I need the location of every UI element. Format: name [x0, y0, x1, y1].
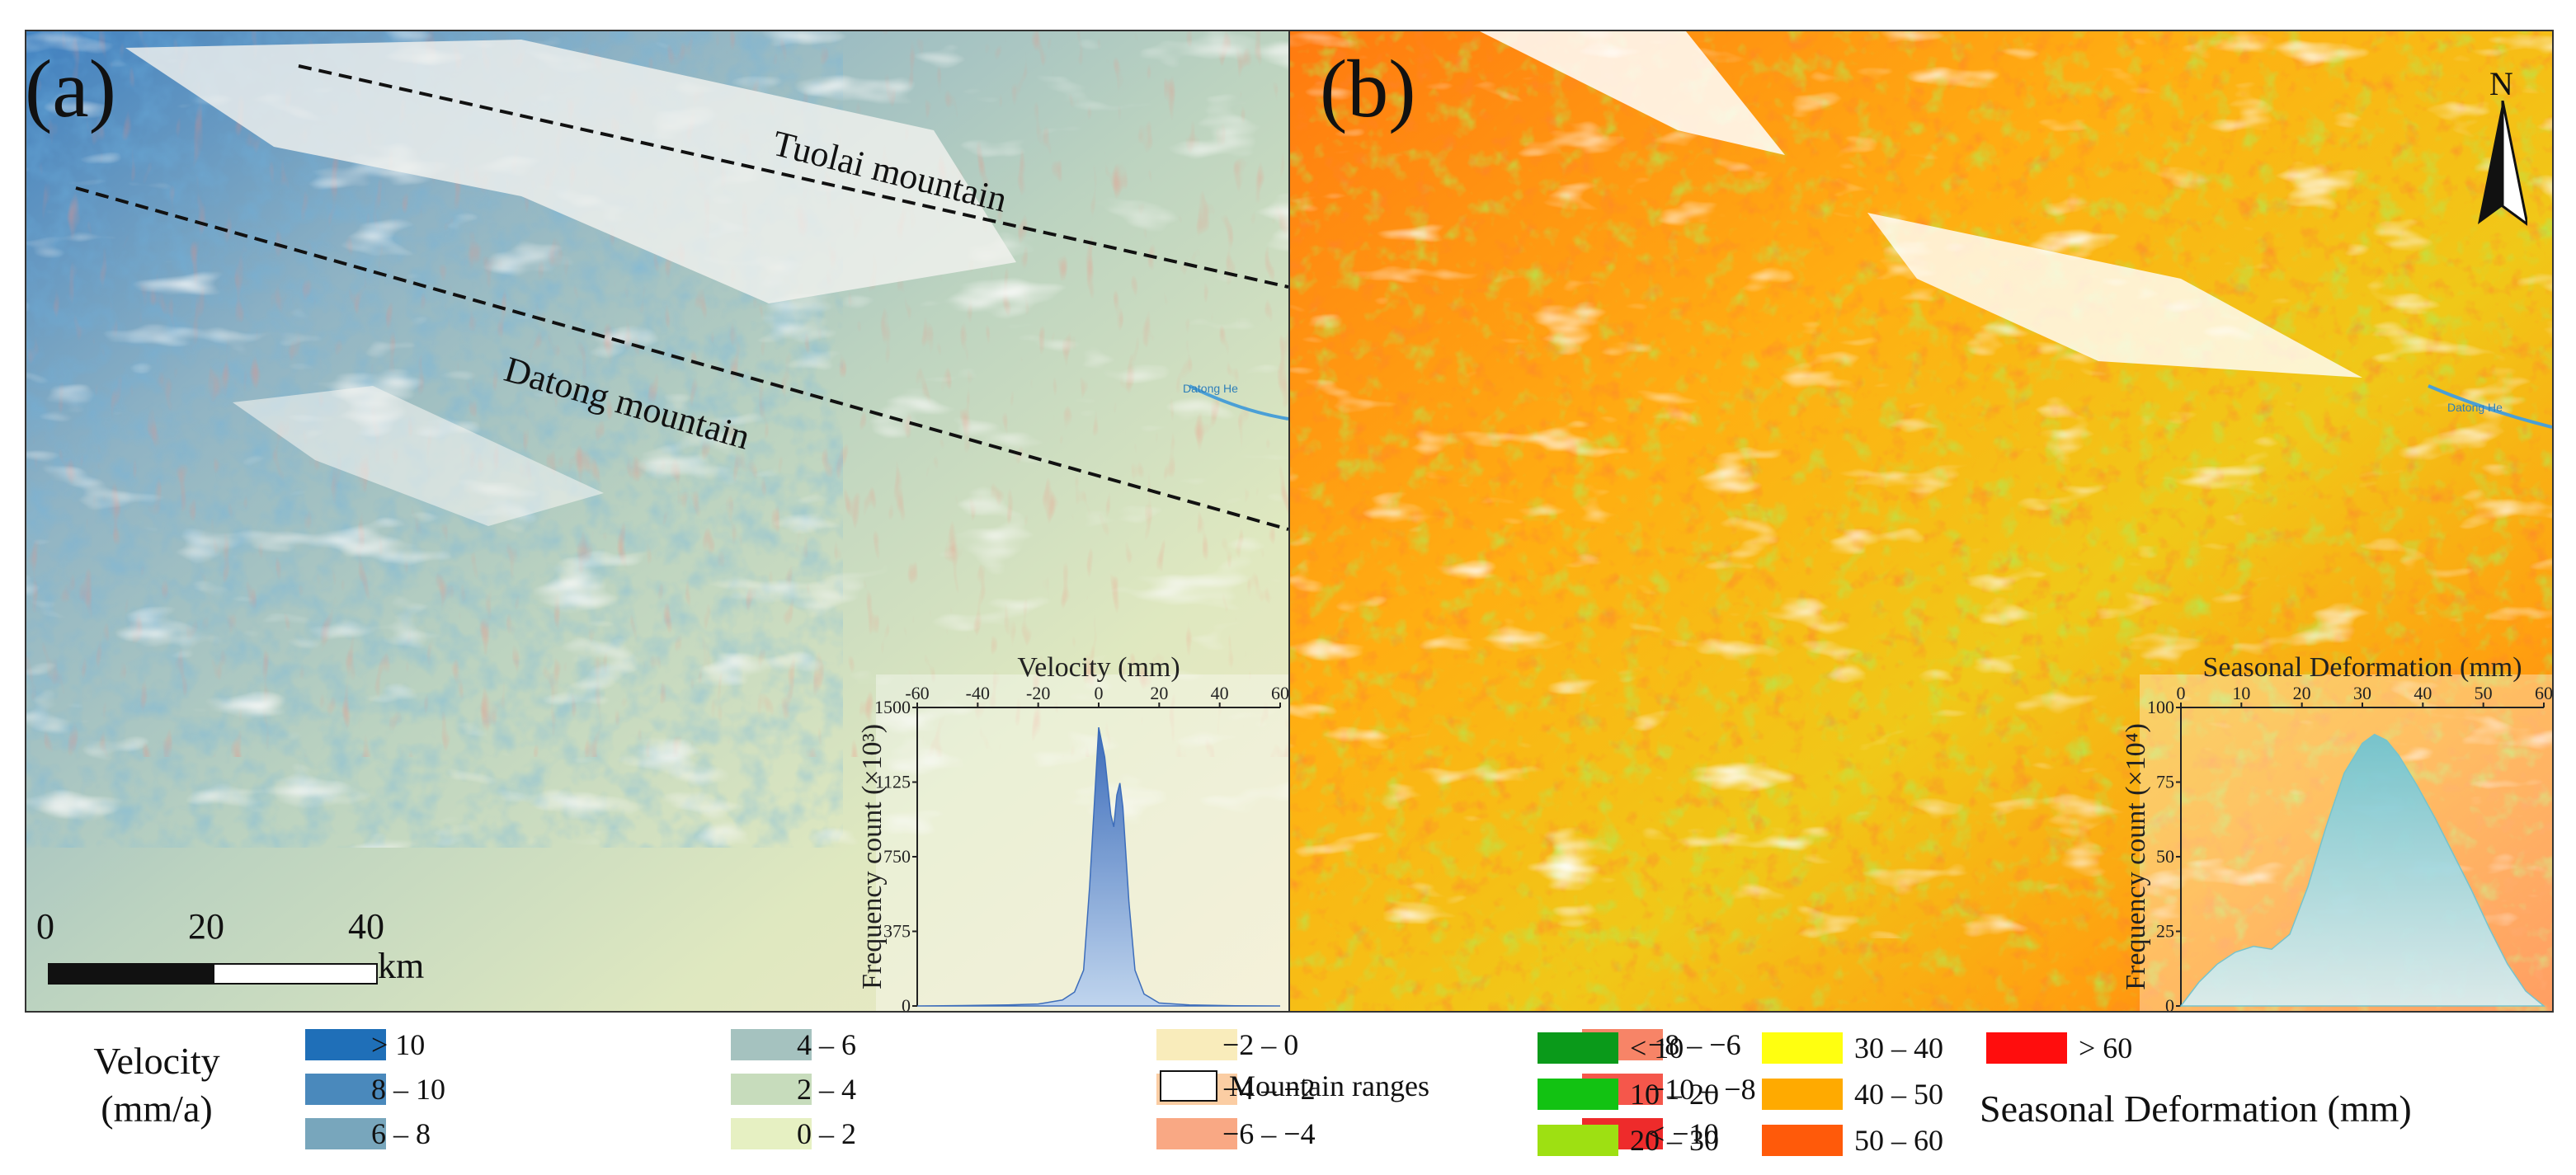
velocity-legend-label-4: 2 – 4: [797, 1073, 856, 1106]
datong-mountain-line: [75, 186, 1288, 531]
seasonal-legend-swatch-1: [1538, 1079, 1618, 1110]
velocity-legend-swatch-1: [305, 1074, 386, 1105]
seasonal-legend-label-6: > 60: [2079, 1032, 2133, 1065]
velocity-hist-xtick-3: 0: [1095, 683, 1104, 703]
seasonal-histogram-svg: 0 10 20 30 40 50 60 100 75 50 25 0 Seasonal Deformat…: [2121, 652, 2553, 1013]
velocity-hist-xtick-1: -40: [966, 683, 990, 703]
seasonal-legend-swatch-5: [1762, 1125, 1843, 1156]
velocity-hist-xtick-6: 60: [1271, 683, 1289, 703]
seasonal-hist-xtick-0: 0: [2177, 683, 2186, 703]
velocity-hist-ylabel: Frequency count (×10³): [857, 724, 888, 989]
river-label-datong-he-b: Datong He: [2447, 401, 2503, 414]
velocity-legend-title: Velocity (mm/a): [93, 1040, 220, 1130]
velocity-legend-swatch-3: [731, 1029, 812, 1060]
velocity-legend-swatch-8: [1156, 1118, 1237, 1149]
mountain-ranges-overlay: [75, 64, 1288, 531]
velocity-legend-label-2: 6 – 8: [371, 1117, 431, 1150]
velocity-legend-label-9: −8 – −6: [1648, 1028, 1741, 1061]
velocity-map-panel: (a) Tuolai mountain Datong mountain Dato…: [25, 30, 1290, 1013]
seasonal-legend-label-2: 20 – 30: [1630, 1124, 1719, 1157]
velocity-map-raster: [26, 31, 1288, 1011]
seasonal-deformation-map-panel: (b) Datong He N 0 10 20 30 40 50 60 100 75 50 25 0 S…: [1288, 30, 2554, 1013]
seasonal-legend-label-0: < 10: [1630, 1032, 1684, 1065]
seasonal-legend-label-1: 10 – 20: [1630, 1078, 1719, 1111]
velocity-legend-swatch-5: [731, 1118, 812, 1149]
seasonal-legend-title: Seasonal Deformation (mm): [1980, 1088, 2412, 1130]
tuolai-mountain-line: [298, 64, 1288, 289]
seasonal-legend-swatch-4: [1762, 1079, 1843, 1110]
velocity-legend-swatch-4: [731, 1074, 812, 1105]
seasonal-hist-xtick-1: 10: [2232, 683, 2250, 703]
velocity-hist-ytick-3: 375: [883, 921, 911, 942]
velocity-hist-xtick-2: -20: [1026, 683, 1050, 703]
velocity-legend-label-10: −10 – −8: [1648, 1073, 1756, 1106]
seasonal-hist-ytick-3: 25: [2156, 921, 2174, 942]
scale-tick-20: 20: [188, 906, 224, 947]
seasonal-hist-title: Seasonal Deformation (mm): [2202, 652, 2522, 683]
seasonal-hist-xtick-3: 30: [2353, 683, 2371, 703]
seasonal-hist-xtick-4: 40: [2414, 683, 2432, 703]
velocity-legend-label-5: 0 – 2: [797, 1117, 856, 1150]
mountain-ranges-label: Mountain ranges: [1229, 1069, 1429, 1102]
velocity-legend-swatch-0: [305, 1029, 386, 1060]
mountain-ranges-swatch: [1160, 1070, 1217, 1102]
seasonal-hist-ytick-1: 75: [2156, 772, 2174, 792]
seasonal-legend-swatch-0: [1538, 1032, 1618, 1064]
seasonal-legend-label-5: 50 – 60: [1854, 1124, 1943, 1157]
velocity-hist-title: Velocity (mm): [1017, 652, 1180, 683]
velocity-hist-ytick-1: 1125: [875, 772, 911, 792]
velocity-legend-swatch-2: [305, 1118, 386, 1149]
north-arrow: N: [2478, 64, 2527, 229]
panel-a-label: (a): [25, 43, 116, 134]
velocity-histogram-svg: -60 -40 -20 0 20 40 60150011257503750Velocity …: [857, 652, 1289, 1013]
river-label-datong-he: Datong He: [1183, 382, 1238, 395]
panel-b-label: (b): [1320, 43, 1416, 134]
velocity-legend-label-8: −6 – −4: [1222, 1117, 1316, 1150]
velocity-legend-label-11: < −10: [1648, 1117, 1719, 1150]
scale-tick-0: 0: [36, 906, 54, 947]
seasonal-hist-xtick-2: 20: [2293, 683, 2311, 703]
scale-tick-40: 40: [348, 906, 384, 947]
seasonal-legend-swatch-2: [1538, 1125, 1618, 1156]
seasonal-hist-ylabel: Frequency count (×10⁴): [2121, 723, 2151, 990]
velocity-hist-ytick-2: 750: [883, 846, 911, 867]
seasonal-legend-label-4: 40 – 50: [1854, 1078, 1943, 1111]
seasonal-legend-label-3: 30 – 40: [1854, 1032, 1943, 1065]
seasonal-legend-swatch-3: [1762, 1032, 1843, 1064]
velocity-hist-xtick-4: 20: [1150, 683, 1168, 703]
seasonal-map-raster: [1290, 31, 2552, 1011]
seasonal-hist-ytick-0: 100: [2147, 697, 2174, 717]
scale-bar-black: [48, 963, 213, 985]
seasonal-legend-swatch-6: [1986, 1032, 2067, 1064]
velocity-hist-ytick-4: 0: [902, 995, 911, 1013]
seasonal-histogram-inset: 0 10 20 30 40 50 60 100 75 50 25 0 Seasonal Deformat…: [2121, 652, 2553, 1013]
velocity-histogram-inset: -60 -40 -20 0 20 40 60 1500 1125 750 375 0 Velocity …: [857, 652, 1289, 1013]
velocity-hist-ytick-0: 1500: [874, 697, 911, 717]
north-label: N: [2489, 65, 2513, 102]
velocity-legend-label-1: 8 – 10: [371, 1073, 445, 1106]
velocity-legend-label-0: > 10: [371, 1028, 426, 1061]
velocity-legend-label-3: 4 – 6: [797, 1028, 856, 1061]
velocity-hist-xtick-0: -60: [905, 683, 929, 703]
scale-bar-white: [213, 963, 378, 985]
velocity-legend-label-6: −2 – 0: [1222, 1028, 1299, 1061]
velocity-hist-area: [916, 726, 1281, 1007]
seasonal-hist-xtick-5: 50: [2475, 683, 2493, 703]
seasonal-hist-area: [2179, 733, 2546, 1007]
north-arrow-icon: [2478, 101, 2527, 226]
seasonal-hist-ytick-2: 50: [2156, 846, 2174, 867]
velocity-legend-swatch-6: [1156, 1029, 1237, 1060]
seasonal-hist-xtick-6: 60: [2535, 683, 2553, 703]
velocity-legend-label-7: −4 – −2: [1222, 1073, 1316, 1106]
velocity-hist-xtick-5: 40: [1211, 683, 1229, 703]
scale-unit: km: [378, 946, 425, 986]
seasonal-hist-ytick-4: 0: [2165, 995, 2174, 1013]
